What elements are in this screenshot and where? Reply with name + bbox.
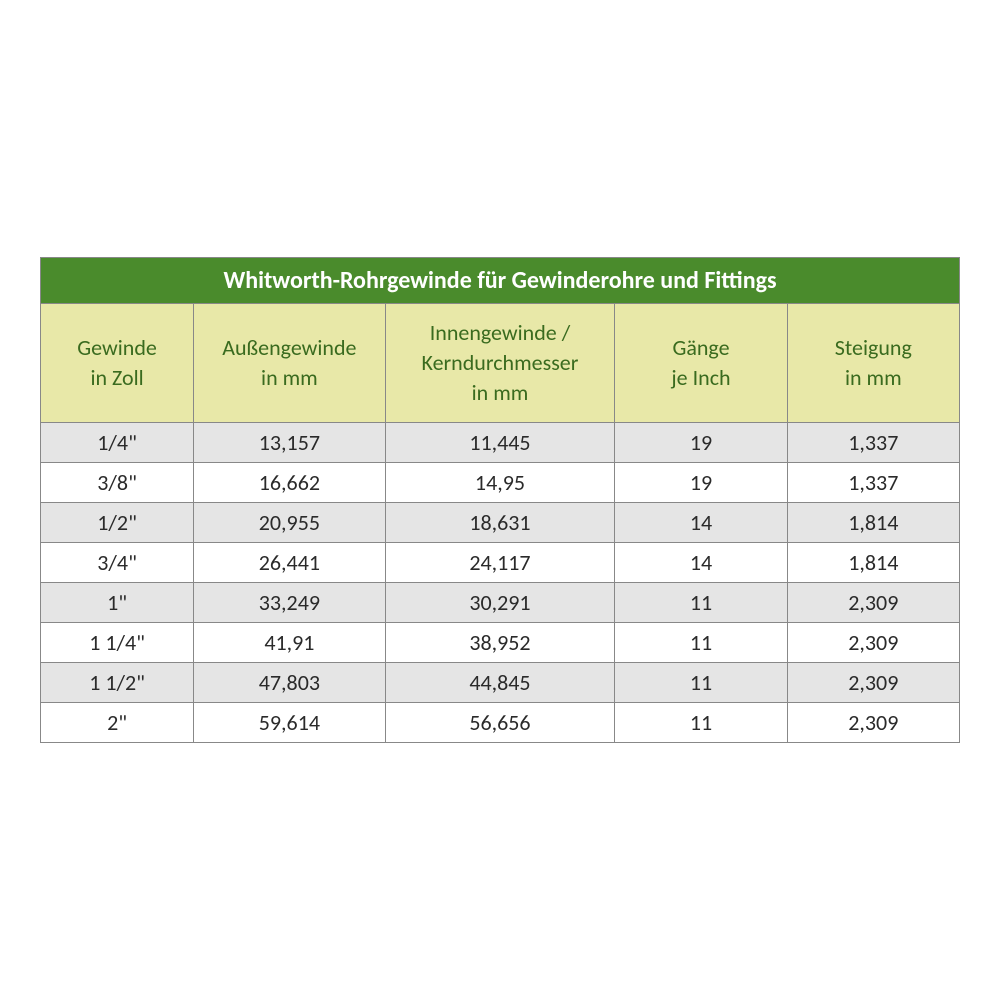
cell-steigung: 2,309 — [787, 702, 959, 742]
cell-gewinde: 1 1/4" — [41, 622, 194, 662]
cell-gaenge: 19 — [615, 462, 787, 502]
cell-gaenge: 14 — [615, 542, 787, 582]
cell-aussen: 33,249 — [194, 582, 385, 622]
table-row: 1/2" 20,955 18,631 14 1,814 — [41, 502, 960, 542]
cell-aussen: 26,441 — [194, 542, 385, 582]
cell-gaenge: 11 — [615, 702, 787, 742]
col-header-aussengewinde: Außengewindein mm — [194, 304, 385, 422]
cell-gaenge: 11 — [615, 582, 787, 622]
col-header-gewinde: Gewindein Zoll — [41, 304, 194, 422]
table-title-row: Whitworth-Rohrgewinde für Gewinderohre u… — [41, 258, 960, 304]
table-row: 1 1/4" 41,91 38,952 11 2,309 — [41, 622, 960, 662]
cell-steigung: 2,309 — [787, 662, 959, 702]
cell-steigung: 2,309 — [787, 582, 959, 622]
table-row: 3/4" 26,441 24,117 14 1,814 — [41, 542, 960, 582]
table-title: Whitworth-Rohrgewinde für Gewinderohre u… — [41, 258, 960, 304]
cell-aussen: 16,662 — [194, 462, 385, 502]
cell-steigung: 1,814 — [787, 542, 959, 582]
col-header-steigung: Steigungin mm — [787, 304, 959, 422]
cell-gaenge: 11 — [615, 622, 787, 662]
cell-gewinde: 3/4" — [41, 542, 194, 582]
thread-table-container: Whitworth-Rohrgewinde für Gewinderohre u… — [40, 257, 960, 742]
cell-gewinde: 1/2" — [41, 502, 194, 542]
cell-gaenge: 19 — [615, 422, 787, 462]
cell-aussen: 41,91 — [194, 622, 385, 662]
cell-steigung: 1,337 — [787, 462, 959, 502]
cell-steigung: 1,337 — [787, 422, 959, 462]
cell-innen: 56,656 — [385, 702, 615, 742]
cell-aussen: 13,157 — [194, 422, 385, 462]
col-header-innengewinde: Innengewinde /Kerndurchmesserin mm — [385, 304, 615, 422]
table-header-row: Gewindein Zoll Außengewindein mm Innenge… — [41, 304, 960, 422]
table-row: 1/4" 13,157 11,445 19 1,337 — [41, 422, 960, 462]
cell-innen: 18,631 — [385, 502, 615, 542]
cell-gewinde: 1 1/2" — [41, 662, 194, 702]
cell-innen: 44,845 — [385, 662, 615, 702]
cell-aussen: 47,803 — [194, 662, 385, 702]
cell-steigung: 2,309 — [787, 622, 959, 662]
table-row: 3/8" 16,662 14,95 19 1,337 — [41, 462, 960, 502]
cell-aussen: 20,955 — [194, 502, 385, 542]
cell-innen: 24,117 — [385, 542, 615, 582]
cell-gewinde: 3/8" — [41, 462, 194, 502]
cell-innen: 11,445 — [385, 422, 615, 462]
cell-gaenge: 14 — [615, 502, 787, 542]
cell-innen: 38,952 — [385, 622, 615, 662]
cell-innen: 14,95 — [385, 462, 615, 502]
table-row: 1" 33,249 30,291 11 2,309 — [41, 582, 960, 622]
cell-gewinde: 2" — [41, 702, 194, 742]
col-header-gaenge: Gängeje Inch — [615, 304, 787, 422]
cell-gaenge: 11 — [615, 662, 787, 702]
table-row: 1 1/2" 47,803 44,845 11 2,309 — [41, 662, 960, 702]
cell-gewinde: 1/4" — [41, 422, 194, 462]
thread-table: Whitworth-Rohrgewinde für Gewinderohre u… — [40, 257, 960, 742]
cell-steigung: 1,814 — [787, 502, 959, 542]
cell-innen: 30,291 — [385, 582, 615, 622]
cell-gewinde: 1" — [41, 582, 194, 622]
cell-aussen: 59,614 — [194, 702, 385, 742]
table-row: 2" 59,614 56,656 11 2,309 — [41, 702, 960, 742]
